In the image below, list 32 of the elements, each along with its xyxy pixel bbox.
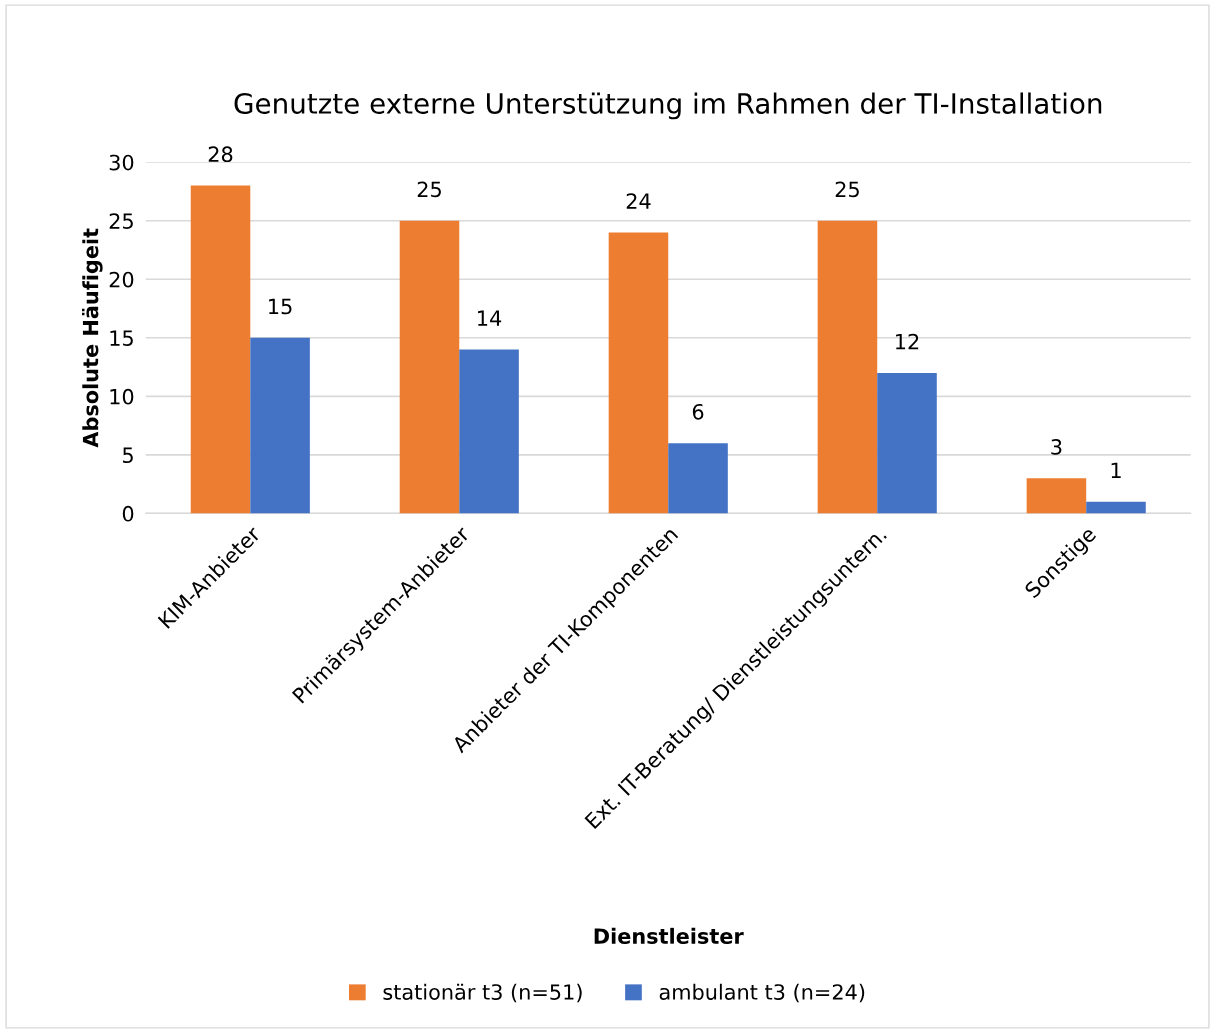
- data-label: 3: [1051, 439, 1062, 455]
- data-label: 24: [626, 193, 651, 209]
- chart-title: Genutzte externe Unterstützung im Rahmen der TI-Installation: [234, 92, 1102, 120]
- bar: [1026, 478, 1087, 514]
- legend-label: ambulant t3 (n=24): [659, 983, 865, 1003]
- bar: [399, 220, 460, 514]
- data-label: 1: [1111, 462, 1121, 478]
- bar: [817, 220, 878, 514]
- bar: [877, 372, 937, 514]
- data-label: 25: [417, 181, 441, 198]
- bar: [608, 232, 669, 514]
- y-axis-title: Absolute Häufigeit: [82, 228, 103, 448]
- y-tick-label: 15: [110, 330, 133, 346]
- y-tick-label: 20: [109, 271, 134, 288]
- y-tick-label: 25: [109, 213, 133, 229]
- bar: [459, 349, 519, 514]
- y-tick-label: 10: [110, 388, 134, 405]
- legend-label: stationär t3 (n=51): [383, 983, 582, 1003]
- data-label: 28: [208, 146, 233, 163]
- data-label: 12: [896, 333, 919, 350]
- bar: [668, 443, 728, 514]
- data-label: 6: [692, 403, 704, 420]
- y-tick-label: 30: [109, 154, 134, 171]
- x-axis-title: Dienstleister: [594, 927, 744, 944]
- bar: [190, 185, 251, 514]
- bar: [1086, 501, 1146, 514]
- y-tick-label: 0: [122, 505, 134, 522]
- data-label: 25: [835, 181, 859, 198]
- data-label: 15: [269, 298, 292, 315]
- y-tick-label: 5: [123, 447, 133, 464]
- bar: [250, 337, 310, 514]
- data-label: 14: [478, 310, 502, 326]
